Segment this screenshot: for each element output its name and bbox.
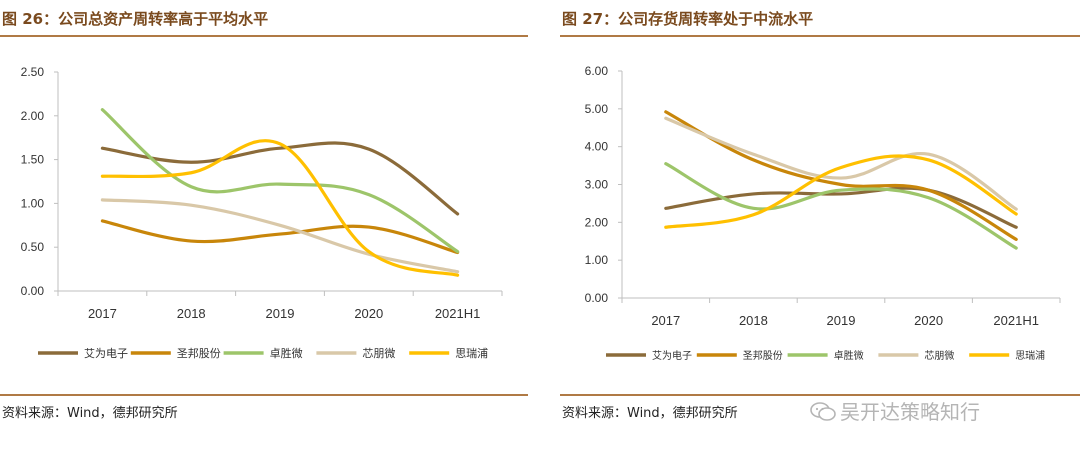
left-legend-label: 艾为电子 — [84, 347, 128, 360]
right-x-tick-label: 2021H1 — [993, 313, 1039, 328]
left-y-tick-label: 1.00 — [21, 196, 45, 210]
right-y-tick-label: 2.00 — [585, 215, 609, 229]
left-x-tick-label: 2020 — [354, 306, 383, 321]
watermark: 吴开达策略知行 — [810, 396, 980, 425]
left-title-rule — [0, 35, 528, 37]
right-x-tick-label: 2018 — [739, 313, 768, 328]
right-y-tick-label: 6.00 — [585, 64, 609, 78]
right-series-line-3 — [664, 162, 1018, 250]
left-series-line-5 — [100, 139, 460, 277]
right-series-line-2 — [664, 110, 1018, 241]
left-y-tick-label: 0.50 — [21, 240, 45, 254]
right-figure-title: 图 27：公司存货周转率处于中流水平 — [562, 10, 814, 28]
right-legend-label: 圣邦股份 — [743, 349, 783, 362]
right-inventory-turnover-chart: 0.00 1.00 2.00 3.00 4.00 5.00 6.00 2017 2018 2019… — [585, 64, 1061, 362]
right-y-tick-label: 3.00 — [585, 178, 609, 192]
right-y-tick-label: 0.00 — [585, 291, 609, 305]
left-series-line-1 — [100, 141, 460, 216]
left-y-tick-label: 2.50 — [21, 65, 45, 79]
wechat-icon — [810, 402, 836, 421]
right-figure-panel: 图 27：公司存货周转率处于中流水平 0.00 1.00 2.00 3.00 4.00 5… — [560, 0, 1080, 462]
right-source-note: 资料来源：Wind，德邦研究所 — [562, 406, 738, 421]
right-title-rule — [560, 35, 1080, 37]
left-y-tick-label: 1.50 — [21, 153, 45, 167]
left-bottom-rule — [0, 394, 528, 396]
left-figure-title: 图 26：公司总资产周转率高于平均水平 — [2, 10, 269, 28]
left-source-note: 资料来源：Wind，德邦研究所 — [2, 406, 178, 421]
right-y-tick-label: 1.00 — [585, 253, 609, 267]
left-x-tick-label: 2021H1 — [435, 306, 481, 321]
left-series-line-2 — [100, 219, 460, 255]
right-x-tick-label: 2020 — [914, 313, 943, 328]
left-series-line-3 — [100, 108, 460, 254]
left-asset-turnover-chart: 0.00 0.50 1.00 1.50 2.00 2.50 2017 2018 2019 2020… — [21, 65, 503, 360]
left-y-tick-label: 0.00 — [21, 284, 45, 298]
left-legend-label: 卓胜微 — [270, 346, 303, 360]
right-series-line-4 — [664, 116, 1018, 211]
left-figure-panel: 图 26：公司总资产周转率高于平均水平 0.00 0.50 1.00 1.50 2.00… — [0, 0, 530, 462]
right-x-tick-label: 2019 — [827, 313, 856, 328]
left-x-tick-label: 2018 — [177, 306, 206, 321]
right-legend-label: 艾为电子 — [652, 349, 692, 362]
watermark-text: 吴开达策略知行 — [840, 400, 980, 424]
left-y-tick-label: 2.00 — [21, 109, 45, 123]
left-legend-label: 圣邦股份 — [177, 347, 221, 360]
right-x-tick-label: 2017 — [651, 313, 680, 328]
right-legend-label: 思瑞浦 — [1015, 349, 1045, 362]
right-legend-label: 卓胜微 — [834, 349, 864, 362]
left-x-tick-label: 2019 — [266, 306, 295, 321]
right-legend-label: 芯朋微 — [924, 349, 954, 362]
left-x-tick-label: 2017 — [88, 306, 117, 321]
left-series-line-4 — [100, 198, 460, 274]
left-legend-label: 芯朋微 — [362, 346, 395, 360]
right-series-line-5 — [664, 154, 1018, 229]
right-y-tick-label: 4.00 — [585, 140, 609, 154]
right-bottom-rule — [560, 394, 1080, 396]
right-y-tick-label: 5.00 — [585, 102, 609, 116]
left-legend-label: 思瑞浦 — [455, 346, 488, 360]
